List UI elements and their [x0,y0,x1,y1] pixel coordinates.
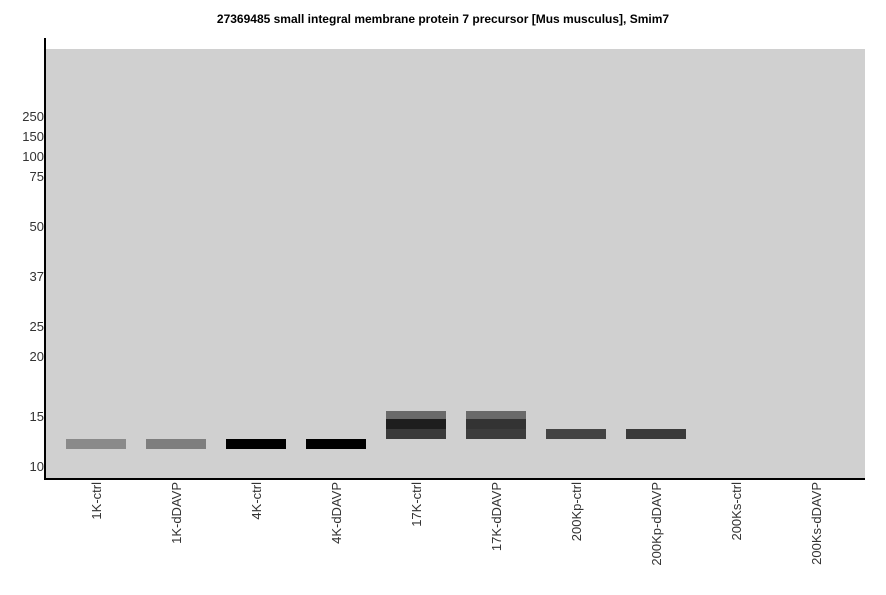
bands-layer [66,411,686,449]
lane-label-200ks-ddavp: 200Ks-dDAVP [809,482,824,565]
mw-tick-15: 15 [30,409,44,424]
lane-label-17k-ddavp: 17K-dDAVP [489,482,504,551]
lane-label-17k-ctrl: 17K-ctrl [409,482,424,527]
band-17k-ctrl-6 [386,429,446,439]
chart-title: 27369485 small integral membrane protein… [216,12,670,26]
mw-tick-20: 20 [30,349,44,364]
lane-label-1k-ddavp: 1K-dDAVP [169,482,184,544]
band-17k-ctrl-4 [386,411,446,421]
mw-tick-10: 10 [30,459,44,474]
band-1k-ctrl-0 [66,439,126,449]
gel-background [46,49,865,479]
band-17k-ddavp-9 [466,429,526,439]
mw-tick-25: 25 [30,319,44,334]
mw-tick-100: 100 [22,149,44,164]
mw-tick-37: 37 [30,269,44,284]
lane-label-200kp-ddavp: 200Kp-dDAVP [649,482,664,566]
band-4k-ctrl-2 [226,439,286,449]
lane-label-1k-ctrl: 1K-ctrl [89,482,104,520]
lane-label-200kp-ctrl: 200Kp-ctrl [569,482,584,541]
mw-tick-250: 250 [22,109,44,124]
mw-tick-labels: 250 150 100 75 50 37 25 20 15 10 [22,109,44,474]
lane-label-4k-ddavp: 4K-dDAVP [329,482,344,544]
band-17k-ctrl-5 [386,419,446,429]
lane-label-200ks-ctrl: 200Ks-ctrl [729,482,744,541]
lane-label-4k-ctrl: 4K-ctrl [249,482,264,520]
band-17k-ddavp-8 [466,419,526,429]
band-4k-ddavp-3 [306,439,366,449]
lane-labels: 1K-ctrl 1K-dDAVP 4K-ctrl 4K-dDAVP 17K-ctrl 17… [89,482,824,566]
mw-tick-75: 75 [30,169,44,184]
band-200kp-ddavp-11 [626,429,686,439]
mw-tick-150: 150 [22,129,44,144]
band-200kp-ctrl-10 [546,429,606,439]
band-17k-ddavp-7 [466,411,526,421]
band-1k-ddavp-1 [146,439,206,449]
mw-tick-50: 50 [30,219,44,234]
